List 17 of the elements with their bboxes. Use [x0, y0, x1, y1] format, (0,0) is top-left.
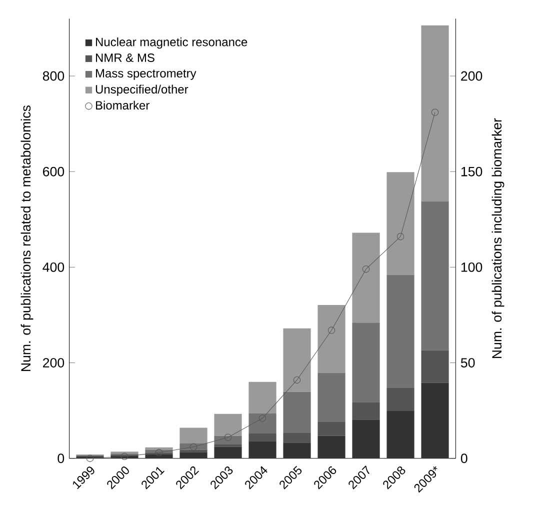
y-tick-label: 200 [43, 358, 64, 368]
y2-axis-title: Num. of publications including biomarker [492, 118, 504, 358]
y-tick-label: 600 [43, 166, 64, 176]
legend-label: Mass spectrometry [96, 69, 196, 80]
y-tick-label: 400 [42, 262, 64, 272]
y2-tick-label: 150 [461, 166, 482, 176]
legend-label: Unspecified/other [96, 84, 188, 96]
y-axis-title: Num. of publications related to metabolomics [20, 105, 34, 371]
legend-label: Biomarker [96, 100, 150, 110]
y2-tick-label: 200 [461, 71, 482, 81]
y2-tick-label: 50 [460, 358, 475, 368]
legend-label: Nuclear magnetic resonance [96, 37, 248, 48]
legend-label: NMR & MS [96, 53, 154, 62]
y2-tick-label: 0 [460, 454, 468, 463]
y-tick-label: 800 [42, 71, 64, 81]
y2-tick-label: 100 [461, 262, 482, 272]
y-tick-label: 0 [58, 454, 64, 463]
